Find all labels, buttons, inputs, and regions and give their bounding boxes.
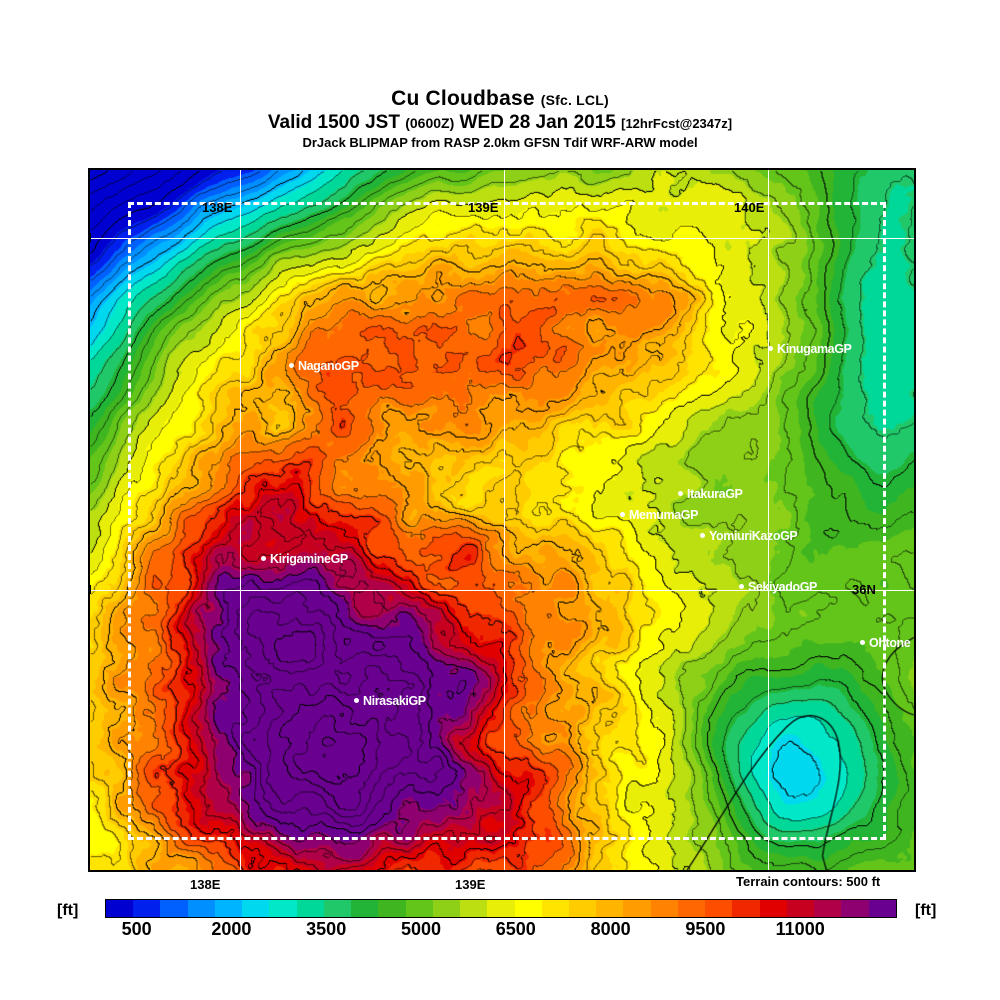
model-source-line: DrJack BLIPMAP from RASP 2.0km GFSN Tdif…	[302, 135, 698, 151]
title-main: Cu Cloudbase	[391, 87, 535, 110]
colorbar-swatch	[514, 900, 542, 917]
colorbar-swatch	[269, 900, 297, 917]
title-block: Cu Cloudbase (Sfc. LCL) Valid 1500 JST (…	[0, 87, 1000, 151]
forecast-hour: [12hrFcst@2347z]	[621, 115, 733, 131]
colorbar-tick: 8000	[590, 919, 631, 939]
colorbar-swatch	[677, 900, 706, 917]
colorbar-tick: 500	[121, 919, 152, 939]
colorbar-tick: 5000	[400, 919, 442, 939]
colorbar-swatch	[650, 900, 678, 917]
colorbar-swatch	[242, 900, 270, 917]
lon-label-139e-bottom: 139E	[455, 877, 486, 892]
colorbar-swatch	[487, 900, 515, 917]
colorbar-swatch	[214, 900, 243, 917]
colorbar-tick: 11000	[775, 919, 825, 939]
colorbar-tick: 6500	[495, 919, 536, 939]
colorbar-tick: 2000	[211, 919, 252, 939]
colorbar-swatch	[378, 900, 406, 917]
colorbar-swatch	[786, 900, 815, 917]
valid-time-jst: Valid 1500 JST	[267, 111, 400, 133]
terrain-cloudbase-raster	[90, 170, 914, 870]
lon-label-139e-top: 139E	[468, 200, 499, 215]
map-panel[interactable]: 138E 139E 140E 37N 36N 36N NaganoGPKinug…	[88, 168, 916, 872]
colorbar-swatch	[596, 900, 624, 917]
title-subtitle: (Sfc. LCL)	[540, 92, 609, 108]
colorbar-swatch	[705, 900, 733, 917]
colorbar-swatch	[351, 900, 379, 917]
lon-label-140e-top: 140E	[734, 200, 765, 215]
colorbar-tick: 3500	[306, 919, 347, 939]
colorbar-unit-right: [ft]	[915, 902, 937, 919]
colorbar-tick-labels: 500 2000 3500 5000 6500 8000 9500 11000	[105, 919, 895, 941]
colorbar-swatch	[187, 900, 215, 917]
colorbar-swatch	[106, 900, 134, 917]
valid-time-line: Valid 1500 JST (0600Z) WED 28 Jan 2015 […	[0, 111, 1000, 134]
page-title: Cu Cloudbase (Sfc. LCL)	[0, 87, 1000, 111]
colorbar-swatch	[460, 900, 488, 917]
colorbar-swatch	[160, 900, 188, 917]
colorbar-swatch	[868, 900, 896, 917]
lat-label-37n: 37N	[90, 230, 92, 245]
valid-time-utc: (0600Z)	[405, 114, 455, 131]
terrain-contour-note: Terrain contours: 500 ft	[736, 874, 881, 889]
lat-label-36n-right: 36N	[852, 582, 876, 597]
colorbar-swatch	[432, 900, 461, 917]
colorbar-swatch	[405, 900, 433, 917]
colorbar-swatch	[541, 900, 569, 917]
colorbar-swatch	[323, 900, 352, 917]
lon-label-138e-top: 138E	[202, 200, 233, 215]
colorbar-swatch	[841, 900, 869, 917]
colorbar-swatch	[814, 900, 842, 917]
colorbar-swatch	[296, 900, 324, 917]
colorbar-swatch	[623, 900, 651, 917]
colorbar-swatch	[759, 900, 787, 917]
colorbar-swatch	[568, 900, 597, 917]
colorbar-unit-left: [ft]	[57, 902, 79, 919]
colorbar[interactable]	[105, 899, 897, 918]
lat-label-36n-left: 36N	[90, 582, 92, 597]
colorbar-tick: 9500	[685, 919, 726, 939]
colorbar-swatch	[133, 900, 161, 917]
colorbar-swatch	[732, 900, 760, 917]
lon-label-138e-bottom: 138E	[190, 877, 221, 892]
valid-date: WED 28 Jan 2015	[459, 111, 616, 133]
